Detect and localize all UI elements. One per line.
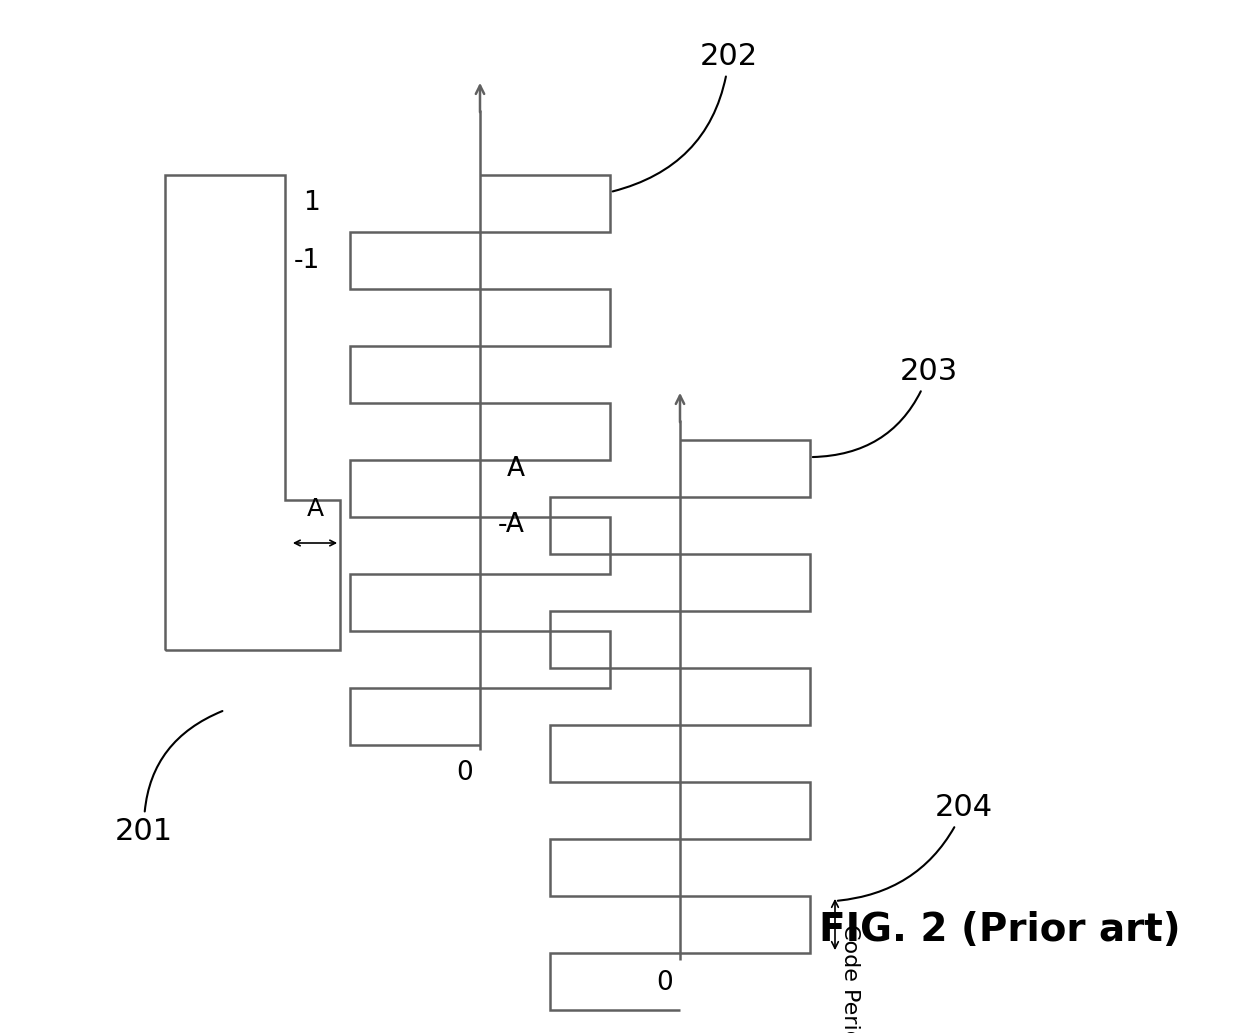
Text: FIG. 2 (Prior art): FIG. 2 (Prior art) (820, 911, 1180, 949)
Text: Code Period: Code Period (839, 924, 861, 1033)
Text: A: A (507, 456, 525, 481)
Text: 0: 0 (657, 970, 673, 996)
Text: -1: -1 (294, 248, 320, 274)
Text: 204: 204 (838, 793, 993, 901)
Text: -A: -A (498, 512, 525, 538)
Text: 0: 0 (456, 760, 474, 786)
Text: 203: 203 (812, 357, 959, 457)
Text: 201: 201 (115, 711, 222, 846)
Text: 1: 1 (304, 190, 320, 217)
Text: 202: 202 (613, 42, 758, 191)
Text: A: A (306, 497, 324, 521)
